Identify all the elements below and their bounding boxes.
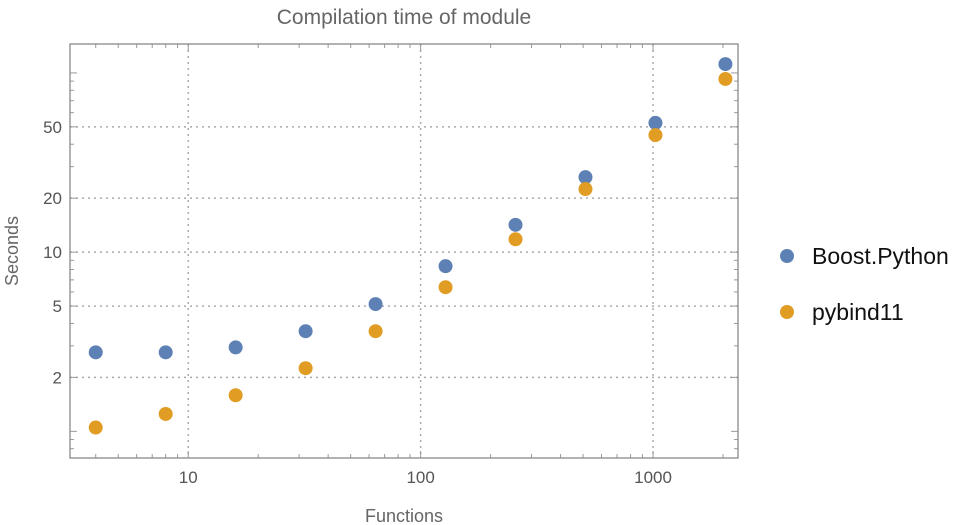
boost-python-point (298, 324, 313, 339)
boost-python-point (88, 345, 103, 360)
legend-item-boost-python: Boost.Python (780, 228, 949, 284)
legend-label: pybind11 (812, 298, 904, 325)
pybind11-point (228, 388, 243, 403)
boost-python-point (158, 345, 173, 360)
boost-python-point (508, 217, 523, 232)
pybind11-point (718, 71, 733, 86)
y-tick-label: 2 (53, 368, 62, 387)
y-tick-label: 20 (43, 189, 62, 208)
legend-marker-pybind11 (780, 305, 794, 319)
pybind11-point (298, 361, 313, 376)
pybind11-point (648, 128, 663, 143)
y-tick-label: 5 (53, 297, 62, 316)
pybind11-point (368, 324, 383, 339)
x-axis-label: Functions (365, 506, 443, 525)
pybind11-point (438, 280, 453, 295)
pybind11-point (578, 182, 593, 197)
y-axis-label: Seconds (2, 216, 22, 286)
x-tick-label: 10 (179, 468, 198, 487)
boost-python-point (578, 170, 593, 185)
x-tick-label: 1000 (634, 468, 672, 487)
boost-python-point (648, 115, 663, 130)
legend-marker-boost-python (780, 249, 794, 263)
pybind11-point (88, 420, 103, 435)
boost-python-point (438, 259, 453, 274)
x-tick-label: 100 (406, 468, 434, 487)
boost-python-point (718, 57, 733, 72)
y-tick-label: 50 (43, 118, 62, 137)
chart-title: Compilation time of module (277, 6, 531, 29)
y-tick-label: 10 (43, 243, 62, 262)
pybind11-point (508, 232, 523, 247)
legend-label: Boost.Python (812, 242, 949, 269)
legend: Boost.Python pybind11 (780, 228, 949, 340)
boost-python-point (228, 340, 243, 355)
pybind11-point (158, 406, 173, 421)
legend-item-pybind11: pybind11 (780, 284, 949, 340)
plot-frame (69, 43, 739, 459)
boost-python-point (368, 297, 383, 312)
